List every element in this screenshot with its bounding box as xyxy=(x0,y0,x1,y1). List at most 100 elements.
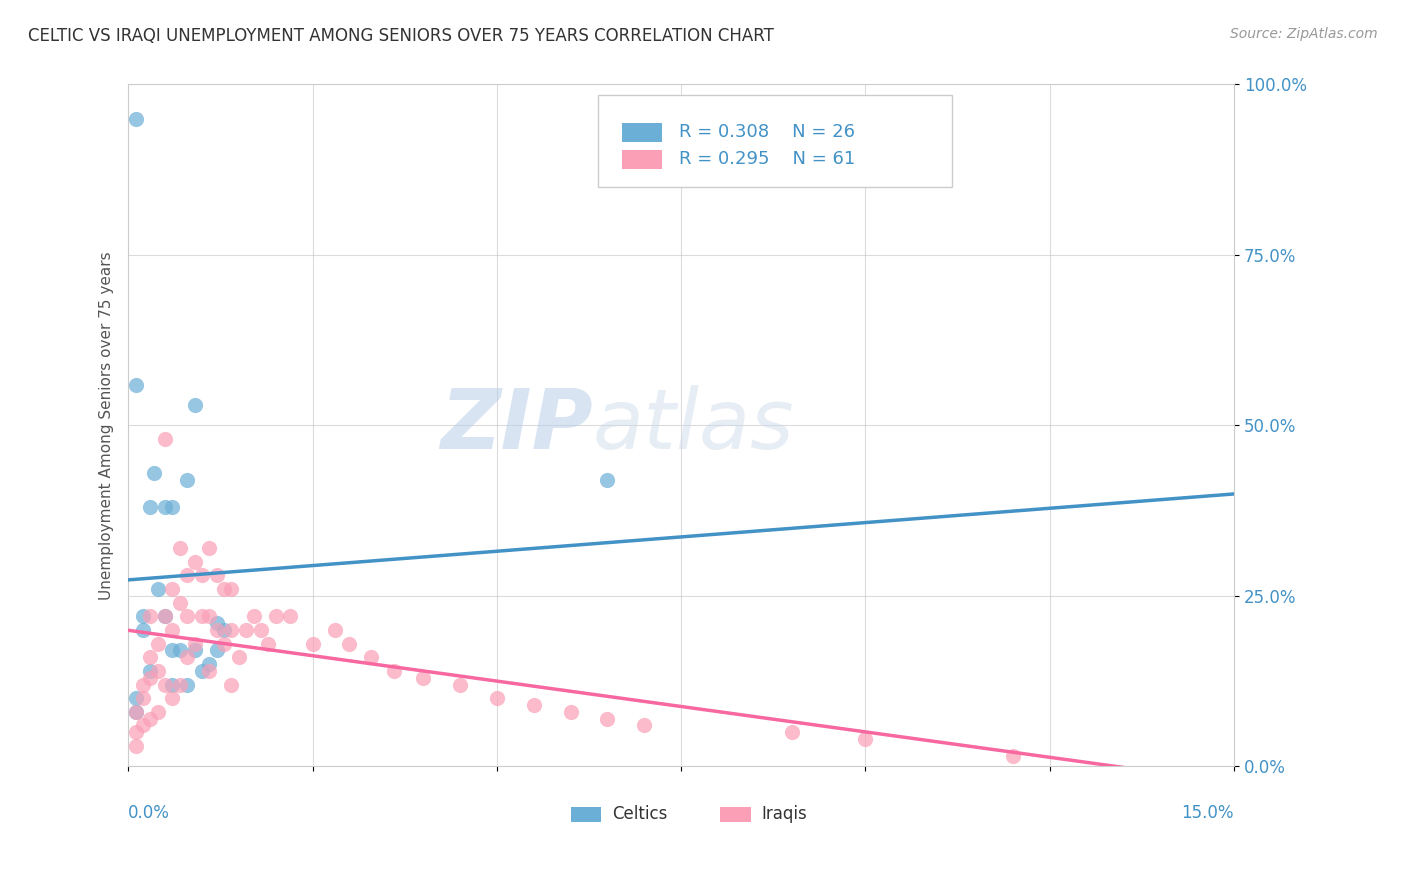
Point xyxy=(162,623,184,637)
Point xyxy=(412,671,434,685)
Point xyxy=(153,609,176,624)
Point xyxy=(191,664,214,678)
Point xyxy=(169,541,191,556)
Point xyxy=(169,677,191,691)
Point xyxy=(183,398,205,412)
Point xyxy=(250,623,273,637)
Point xyxy=(360,650,382,665)
Point xyxy=(198,657,221,672)
Point xyxy=(146,664,169,678)
Point xyxy=(280,609,302,624)
Point xyxy=(205,643,228,657)
Point xyxy=(176,473,198,487)
Point xyxy=(198,664,221,678)
Point xyxy=(523,698,546,712)
Point xyxy=(191,568,214,582)
Point xyxy=(198,541,221,556)
Point xyxy=(139,650,162,665)
Point xyxy=(143,466,166,480)
Point xyxy=(162,677,184,691)
Point xyxy=(153,677,176,691)
Text: 0.0%: 0.0% xyxy=(128,804,170,822)
Point xyxy=(183,637,205,651)
Point xyxy=(153,500,176,515)
FancyBboxPatch shape xyxy=(571,806,602,822)
Point xyxy=(853,732,876,747)
Point xyxy=(212,623,235,637)
Text: Iraqis: Iraqis xyxy=(762,805,807,823)
Point xyxy=(242,609,264,624)
Point xyxy=(139,500,162,515)
Point xyxy=(176,609,198,624)
Point xyxy=(153,432,176,446)
Point xyxy=(146,582,169,596)
Point xyxy=(205,623,228,637)
Point xyxy=(191,609,214,624)
Text: atlas: atlas xyxy=(593,385,794,466)
Point xyxy=(176,568,198,582)
Point xyxy=(124,705,146,719)
Point xyxy=(449,677,471,691)
Point xyxy=(153,609,176,624)
Point xyxy=(132,718,155,732)
FancyBboxPatch shape xyxy=(598,95,952,186)
Point xyxy=(212,582,235,596)
Y-axis label: Unemployment Among Seniors over 75 years: Unemployment Among Seniors over 75 years xyxy=(100,252,114,599)
Point xyxy=(132,677,155,691)
Point xyxy=(221,623,243,637)
Text: CELTIC VS IRAQI UNEMPLOYMENT AMONG SENIORS OVER 75 YEARS CORRELATION CHART: CELTIC VS IRAQI UNEMPLOYMENT AMONG SENIO… xyxy=(28,27,773,45)
Point xyxy=(212,637,235,651)
Point xyxy=(124,691,146,706)
Point xyxy=(198,609,221,624)
Text: ZIP: ZIP xyxy=(440,385,593,466)
Point xyxy=(183,643,205,657)
Point xyxy=(323,623,346,637)
Point xyxy=(257,637,280,651)
Point xyxy=(205,616,228,631)
Text: Source: ZipAtlas.com: Source: ZipAtlas.com xyxy=(1230,27,1378,41)
Point xyxy=(162,643,184,657)
Point xyxy=(176,677,198,691)
FancyBboxPatch shape xyxy=(623,150,662,169)
FancyBboxPatch shape xyxy=(623,122,662,142)
Point xyxy=(124,739,146,753)
Point xyxy=(633,718,655,732)
Text: Celtics: Celtics xyxy=(613,805,668,823)
Point xyxy=(146,637,169,651)
Point xyxy=(596,473,619,487)
Point xyxy=(560,705,582,719)
Point xyxy=(228,650,250,665)
Point xyxy=(146,705,169,719)
Point xyxy=(301,637,323,651)
Text: 15.0%: 15.0% xyxy=(1181,804,1234,822)
Point xyxy=(139,671,162,685)
Point xyxy=(485,691,508,706)
Point xyxy=(124,377,146,392)
Point xyxy=(264,609,287,624)
Point xyxy=(139,712,162,726)
Point xyxy=(205,568,228,582)
Point xyxy=(176,650,198,665)
Text: R = 0.295    N = 61: R = 0.295 N = 61 xyxy=(679,151,855,169)
Point xyxy=(596,712,619,726)
Point xyxy=(132,691,155,706)
Point xyxy=(183,555,205,569)
Point xyxy=(124,112,146,126)
Point xyxy=(124,705,146,719)
Point xyxy=(139,664,162,678)
Point xyxy=(124,725,146,739)
Point xyxy=(235,623,257,637)
Point xyxy=(221,677,243,691)
Point xyxy=(169,596,191,610)
Point xyxy=(162,691,184,706)
FancyBboxPatch shape xyxy=(720,806,751,822)
Point xyxy=(337,637,360,651)
Point xyxy=(169,643,191,657)
Point xyxy=(162,500,184,515)
Point xyxy=(1001,749,1024,764)
Text: R = 0.308    N = 26: R = 0.308 N = 26 xyxy=(679,123,855,141)
Point xyxy=(162,582,184,596)
Point xyxy=(132,623,155,637)
Point xyxy=(382,664,405,678)
Point xyxy=(132,609,155,624)
